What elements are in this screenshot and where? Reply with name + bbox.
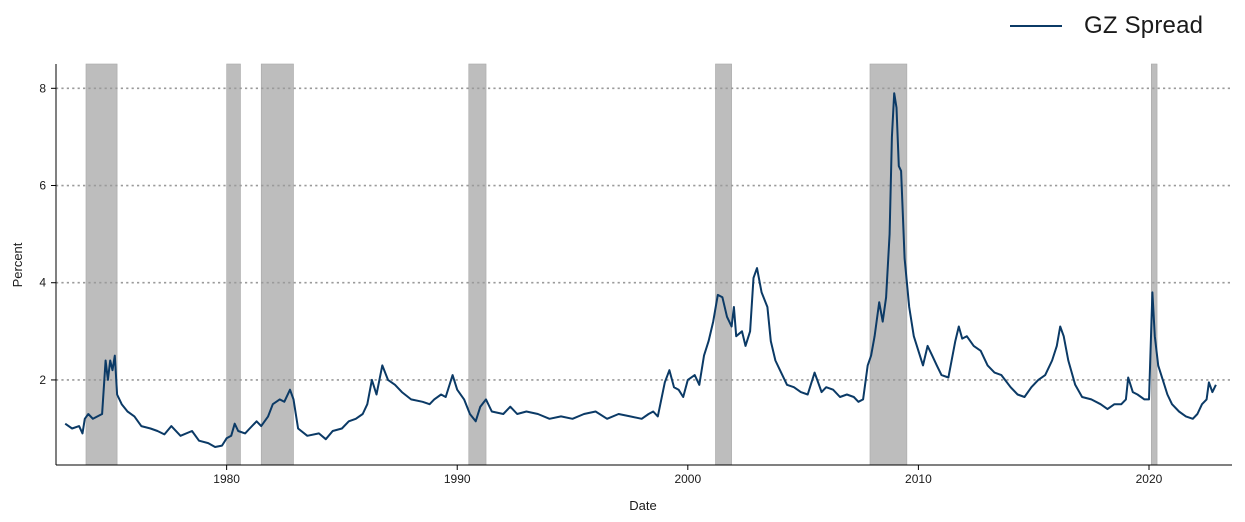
axes [55, 64, 1232, 466]
y-ticks: 2 4 6 8 [39, 81, 56, 387]
recession-band [468, 63, 487, 466]
x-tick-label: 1990 [444, 472, 471, 486]
x-tick-label: 2010 [905, 472, 932, 486]
y-tick-label: 2 [39, 373, 46, 387]
x-axis-label: Date [629, 498, 656, 513]
legend: GZ Spread [1010, 12, 1203, 40]
recession-band [85, 63, 118, 466]
recession-bands [85, 63, 1158, 466]
y-axis-label: Percent [10, 242, 25, 287]
x-tick-label: 2000 [674, 472, 701, 486]
series-line [64, 92, 1217, 448]
recession-band [260, 63, 294, 466]
x-tick-label: 1980 [213, 472, 240, 486]
y-tick-label: 6 [39, 179, 46, 193]
legend-swatch [1010, 25, 1062, 27]
recession-band [715, 63, 732, 466]
recession-band [1150, 63, 1158, 466]
legend-label: GZ Spread [1084, 12, 1204, 39]
x-tick-label: 2020 [1136, 472, 1163, 486]
y-tick-label: 8 [39, 81, 46, 95]
series-layer [64, 92, 1217, 448]
gridlines [56, 87, 1232, 381]
x-ticks: 1980 1990 2000 2010 2020 [213, 465, 1163, 486]
y-tick-label: 4 [39, 276, 46, 290]
recession-band [226, 63, 241, 466]
